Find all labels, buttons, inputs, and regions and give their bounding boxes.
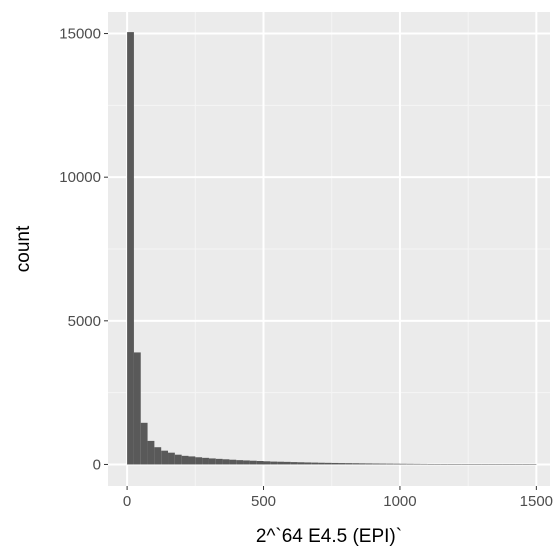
histogram-bar [256,461,264,465]
histogram-bar [502,464,510,465]
histogram-bar [345,463,353,465]
y-tick-label: 5000 [68,313,101,330]
y-axis-title: count [13,225,34,272]
histogram-bar [529,464,537,465]
histogram-bar [290,462,298,465]
histogram-bar [338,463,346,465]
histogram-bars [127,32,537,465]
histogram-bar [263,461,271,465]
histogram-bar [447,464,455,465]
histogram-bar [127,32,134,465]
histogram-bar [311,462,319,465]
histogram-bar [386,463,394,465]
histogram-bar [365,463,373,465]
histogram-bar [324,462,332,465]
histogram-bar [427,463,435,465]
histogram-bar [195,457,203,465]
histogram-bar [249,460,257,465]
histogram-bar [270,461,278,465]
x-tick-label: 1000 [383,493,416,510]
histogram-bar [454,464,462,465]
histogram-bar [406,463,414,465]
histogram-bar [222,459,230,465]
histogram-bar [133,352,141,465]
histogram-bar [515,464,523,465]
histogram-bar [304,462,312,465]
histogram-bar [488,464,496,465]
histogram-bar [277,461,284,465]
histogram-bar [168,452,175,465]
histogram-bar [140,422,148,465]
histogram-bar [283,461,291,465]
histogram-bar [147,440,155,465]
histogram-bar [413,463,421,465]
histogram-bar [352,463,360,465]
histogram-bar [174,454,182,465]
y-tick-label: 10000 [59,169,101,186]
histogram-bar [420,463,428,465]
histogram-bar [318,462,325,465]
histogram-bar [208,458,216,465]
y-axis: 0 5000 10000 15000 [59,26,108,473]
histogram-bar [202,457,209,465]
histogram-bar [461,464,469,465]
x-axis-title: 2^`64 E4.5 (EPI)` [256,526,402,547]
histogram-bar [509,464,516,465]
histogram-bar [161,450,169,465]
minor-gridlines [108,12,550,486]
histogram-bar [468,464,475,465]
x-tick-label: 0 [123,493,131,510]
histogram-bar [188,456,196,465]
histogram-bar [229,459,237,465]
histogram-bar [372,463,380,465]
histogram-bar [359,463,366,465]
histogram-bar [215,458,223,465]
x-tick-label: 500 [251,493,276,510]
histogram-bar [331,462,339,465]
histogram-bar [474,464,482,465]
x-axis: 0 500 1000 1500 [123,486,553,510]
x-tick-label: 1500 [520,493,553,510]
histogram-bar [236,460,244,465]
y-tick-label: 0 [93,456,101,473]
histogram-bar [379,463,387,465]
histogram-bar [434,464,441,465]
histogram-bar [522,464,530,465]
histogram-bar [481,464,489,465]
histogram-bar [243,460,250,465]
histogram-bar [297,462,305,465]
histogram-bar [399,463,407,465]
histogram-bar [440,464,448,465]
histogram-bar [495,464,503,465]
histogram-bar [181,455,189,465]
histogram-bar [393,463,400,465]
y-tick-label: 15000 [59,26,101,43]
histogram-bar [154,447,162,465]
